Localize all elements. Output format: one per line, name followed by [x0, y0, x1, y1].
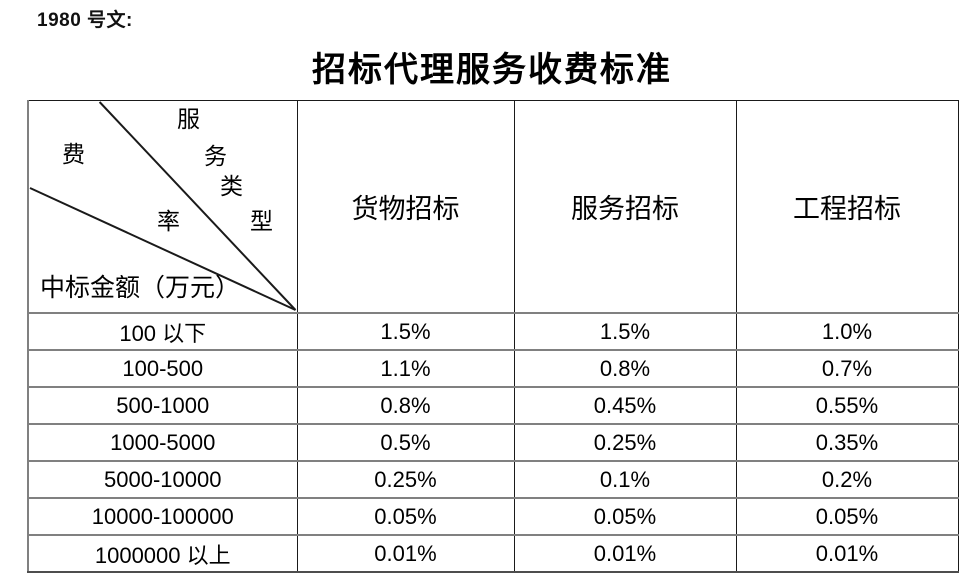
header-row: 服 务 类 型 费 率 中标金额（万元） 货物招标 服务招标 工程招标 [27, 100, 959, 314]
rate-cell: 1.1% [296, 349, 515, 388]
table-row: 1000000 以上 0.01% 0.01% 0.01% [27, 534, 959, 573]
amount-cell: 100-500 [27, 349, 298, 388]
rate-cell: 1.5% [513, 312, 737, 351]
fee-rate-char: 率 [157, 209, 180, 235]
table-row: 10000-100000 0.05% 0.05% 0.05% [27, 497, 959, 536]
rate-cell: 0.5% [296, 423, 515, 462]
column-header-goods: 货物招标 [296, 100, 515, 314]
rate-cell: 0.01% [513, 534, 737, 573]
amount-cell: 100 以下 [27, 312, 298, 351]
rate-cell: 0.05% [296, 497, 515, 536]
service-type-char: 类 [220, 174, 243, 200]
column-header-works: 工程招标 [735, 100, 959, 314]
rate-cell: 0.01% [296, 534, 515, 573]
fee-rate-char: 费 [62, 142, 85, 168]
doc-ref: 1980 号文: [37, 10, 133, 31]
diagonal-lines-icon [29, 101, 297, 311]
table-row: 100 以下 1.5% 1.5% 1.0% [27, 312, 959, 351]
rate-cell: 0.05% [513, 497, 737, 536]
rate-cell: 0.35% [735, 423, 959, 462]
rate-cell: 0.1% [513, 460, 737, 499]
amount-cell: 500-1000 [27, 386, 298, 425]
column-header-service: 服务招标 [513, 100, 737, 314]
service-type-char: 服 [177, 107, 200, 133]
table-row: 500-1000 0.8% 0.45% 0.55% [27, 386, 959, 425]
rate-cell: 0.25% [296, 460, 515, 499]
rate-cell: 0.7% [735, 349, 959, 388]
service-type-char: 务 [204, 144, 227, 170]
table-row: 5000-10000 0.25% 0.1% 0.2% [27, 460, 959, 499]
amount-cell: 1000000 以上 [27, 534, 298, 573]
rate-cell: 0.2% [735, 460, 959, 499]
fee-table: 服 务 类 型 费 率 中标金额（万元） 货物招标 服务招标 工程招标 100 … [27, 100, 959, 573]
amount-cell: 1000-5000 [27, 423, 298, 462]
rate-cell: 0.25% [513, 423, 737, 462]
rate-cell: 0.55% [735, 386, 959, 425]
rate-cell: 1.0% [735, 312, 959, 351]
table-row: 100-500 1.1% 0.8% 0.7% [27, 349, 959, 388]
rate-cell: 0.05% [735, 497, 959, 536]
page-title: 招标代理服务收费标准 [312, 50, 672, 90]
amount-cell: 10000-100000 [27, 497, 298, 536]
corner-header-cell: 服 务 类 型 费 率 中标金额（万元） [27, 100, 298, 314]
rate-cell: 0.01% [735, 534, 959, 573]
rate-cell: 0.8% [296, 386, 515, 425]
rate-cell: 1.5% [296, 312, 515, 351]
rate-cell: 0.8% [513, 349, 737, 388]
amount-header-label: 中标金额（万元） [40, 273, 241, 302]
service-type-char: 型 [250, 209, 273, 235]
amount-cell: 5000-10000 [27, 460, 298, 499]
rate-cell: 0.45% [513, 386, 737, 425]
table-row: 1000-5000 0.5% 0.25% 0.35% [27, 423, 959, 462]
